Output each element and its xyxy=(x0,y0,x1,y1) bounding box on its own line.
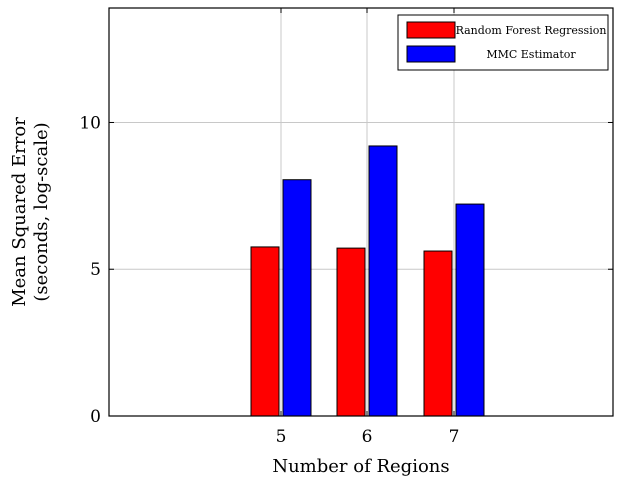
legend-label-mmc-estimator: MMC Estimator xyxy=(486,48,576,61)
bar-mmc-estimator-5 xyxy=(282,179,312,417)
bars xyxy=(250,145,485,417)
y-tick-label: 10 xyxy=(79,113,101,133)
y-tick-label: 5 xyxy=(90,260,101,280)
y-axis-title: Mean Squared Error (seconds, log-scale) xyxy=(9,117,52,307)
y-axis-ticks: 0 5 10 xyxy=(79,113,613,427)
legend-swatch-mmc-estimator xyxy=(406,45,456,63)
x-tick-label: 7 xyxy=(449,427,460,447)
bar-mmc-estimator-6 xyxy=(368,145,398,417)
x-axis-ticks: 5 6 7 xyxy=(276,8,460,447)
bar-random-forest-5 xyxy=(250,246,280,417)
x-tick-label: 5 xyxy=(276,427,287,447)
y-axis-title-line-2: (seconds, log-scale) xyxy=(31,122,52,301)
legend-label-random-forest: Random Forest Regression xyxy=(456,24,607,37)
plot-frame xyxy=(108,7,614,417)
x-axis-title: Number of Regions xyxy=(272,456,449,477)
x-tick-label: 6 xyxy=(362,427,373,447)
legend-swatch-random-forest xyxy=(406,21,456,39)
bar-random-forest-7 xyxy=(423,250,453,417)
legend: Random Forest Regression MMC Estimator xyxy=(397,14,609,71)
bar-random-forest-6 xyxy=(336,247,366,417)
y-axis-title-line-1: Mean Squared Error xyxy=(9,117,30,307)
y-tick-label: 0 xyxy=(90,407,101,427)
bar-mmc-estimator-7 xyxy=(455,203,485,417)
